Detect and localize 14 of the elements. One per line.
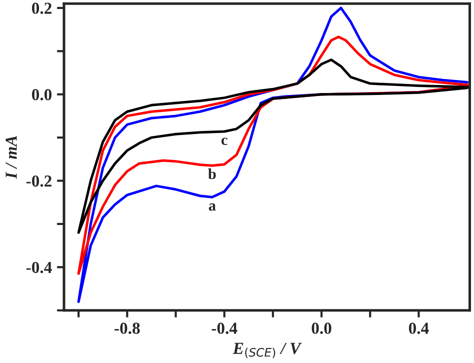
x-tick-label: 0.0 [312,322,332,334]
y-tick-label: 0.0 [32,89,52,100]
series-label: c [221,138,228,146]
x-tick-label: 0.4 [408,322,429,334]
y-tick-label: -0.4 [26,262,52,274]
y-axis-title: I / mA [6,136,17,179]
x-tick-label: -0.8 [114,322,140,334]
y-tick-label: -0.2 [26,175,52,187]
line-series [77,58,469,234]
series-label: b [208,168,216,180]
x-axis-title: E$_{(SCE)}$ / V [232,342,302,358]
y-tick-label: 0.2 [32,2,52,14]
series-label: a [208,203,216,211]
x-tick-label: -0.4 [212,322,238,334]
